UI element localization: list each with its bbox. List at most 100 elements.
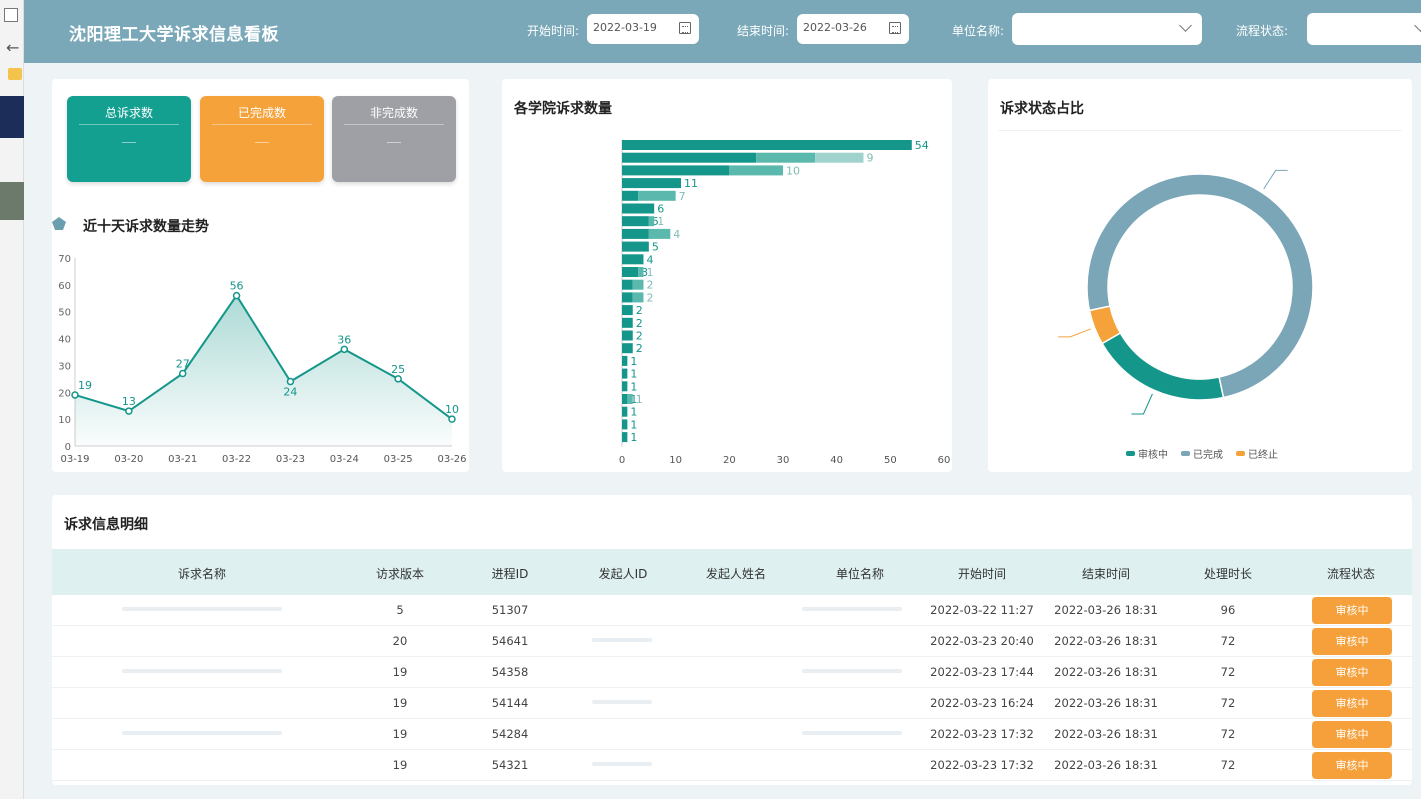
x-tick-label: 03-24 — [330, 454, 359, 465]
status-badge[interactable]: 审核中 — [1312, 690, 1392, 717]
bar-label: 6 — [657, 203, 664, 216]
end-time-cell: 2022-03-26 18:31 — [1054, 603, 1158, 617]
x-tick-label: 03-22 — [222, 454, 251, 465]
table-row[interactable]: 19 54321 2022-03-23 17:32 2022-03-26 18:31 7… — [52, 750, 1412, 781]
legend-swatch — [1236, 451, 1245, 456]
table-row[interactable]: 19 54144 2022-03-23 16:24 2022-03-26 18:31 7… — [52, 688, 1412, 719]
process-id-cell: 54358 — [491, 665, 529, 679]
version-cell: 20 — [392, 634, 408, 648]
y-tick-label: 40 — [58, 335, 71, 346]
bar-segment — [622, 381, 628, 392]
bar-segment — [622, 241, 649, 252]
y-tick-label: 70 — [58, 254, 71, 265]
chevron-down-icon — [1179, 19, 1192, 32]
leader-line — [1263, 169, 1288, 190]
bar-segment — [632, 279, 644, 290]
col-status[interactable]: 流程状态 — [1326, 567, 1376, 581]
dashboard-header: 沈阳理工大学诉求信息看板 开始时间: 2022-03-19 结束时间: 2022… — [24, 0, 1421, 63]
x-tick-label: 03-21 — [168, 454, 197, 465]
bar-segment — [622, 216, 649, 227]
bar-segment — [622, 432, 628, 443]
bar-label: 3 — [641, 266, 648, 279]
x-tick-label: 50 — [884, 455, 897, 466]
status-donut-panel — [988, 79, 1412, 472]
status-badge[interactable]: 审核中 — [1312, 659, 1392, 686]
status-select[interactable] — [1307, 13, 1421, 45]
college-bar-chart: 5425119201011376515454312222222211111111… — [619, 139, 951, 466]
bar-label: 7 — [679, 190, 686, 203]
bar-label: 2 — [636, 342, 643, 355]
x-tick-label: 40 — [830, 455, 843, 466]
bar-label: 1 — [646, 266, 653, 279]
back-arrow-icon[interactable]: ← — [6, 38, 20, 57]
status-badge[interactable]: 审核中 — [1312, 597, 1392, 624]
start-time-cell: 2022-03-22 11:27 — [930, 603, 1034, 617]
data-point — [340, 345, 349, 354]
duration-cell: 72 — [1220, 665, 1236, 679]
col-start-time[interactable]: 开始时间 — [957, 567, 1007, 581]
data-point — [125, 407, 133, 415]
bar-label: 1 — [630, 355, 637, 368]
status-badge[interactable]: 审核中 — [1312, 752, 1392, 779]
process-id-cell: 54284 — [491, 727, 529, 741]
calendar-icon[interactable] — [889, 22, 901, 34]
bar-segment — [648, 228, 671, 239]
calendar-icon[interactable] — [679, 22, 691, 34]
col-initiator-id[interactable]: 发起人ID — [598, 567, 648, 581]
trend-line — [74, 293, 453, 420]
end-time-cell: 2022-03-26 18:31 — [1054, 758, 1158, 772]
end-time-cell: 2022-03-26 18:31 — [1054, 696, 1158, 710]
bar-segment — [622, 355, 628, 366]
col-version[interactable]: 访求版本 — [375, 567, 425, 581]
end-time-cell: 2022-03-26 18:31 — [1054, 634, 1158, 648]
bar-label: 4 — [673, 228, 680, 241]
bar-segment — [622, 203, 655, 214]
completed-count-card[interactable]: 已完成数 — [200, 96, 324, 182]
completed-count-label: 已完成数 — [237, 106, 286, 120]
image-icon[interactable] — [4, 8, 18, 22]
process-id-cell: 54144 — [491, 696, 529, 710]
x-tick-label: 03-23 — [276, 454, 305, 465]
redacted-text — [122, 731, 282, 735]
unit-name-select[interactable] — [1012, 13, 1202, 45]
folder-icon[interactable] — [8, 68, 22, 80]
bar-segment — [622, 190, 639, 201]
redacted-text — [122, 607, 282, 611]
end-date-input[interactable]: 2022-03-26 — [797, 14, 909, 44]
legend-label: 已终止 — [1248, 448, 1278, 461]
bar-segment — [815, 152, 864, 163]
bar-label: 54 — [915, 139, 929, 152]
table-row[interactable]: 20 54641 2022-03-23 20:40 2022-03-26 18:31 7… — [52, 626, 1412, 657]
bar-segment — [622, 279, 633, 290]
col-unit-name[interactable]: 单位名称 — [835, 567, 885, 581]
version-cell: 19 — [392, 758, 408, 772]
data-point — [71, 391, 79, 399]
status-badge[interactable]: 审核中 — [1312, 721, 1392, 748]
table-row[interactable]: 5 51307 2022-03-22 11:27 2022-03-26 18:31 96… — [52, 595, 1412, 626]
col-process-id[interactable]: 进程ID — [491, 567, 529, 581]
incomplete-count-card[interactable]: 非完成数 — [332, 96, 456, 182]
bar-label: 1 — [630, 431, 637, 444]
end-time-cell: 2022-03-26 18:31 — [1054, 665, 1158, 679]
bar-label: 1 — [657, 215, 664, 228]
bar-segment — [622, 254, 644, 265]
col-initiator-name[interactable]: 发起人姓名 — [705, 567, 767, 581]
data-point — [394, 375, 402, 383]
start-date-input[interactable]: 2022-03-19 — [587, 14, 699, 44]
data-label: 36 — [337, 333, 351, 346]
college-bar-title: 各学院诉求数量 — [514, 101, 612, 117]
x-tick-label: 10 — [669, 455, 682, 466]
total-count-card[interactable]: 总诉求数 — [67, 96, 191, 182]
col-name[interactable]: 诉求名称 — [177, 567, 227, 581]
bar-segment — [622, 330, 633, 341]
table-row[interactable]: 19 54284 2022-03-23 17:32 2022-03-26 18:31 7… — [52, 719, 1412, 750]
table-row[interactable]: 19 54358 2022-03-23 17:44 2022-03-26 18:31 7… — [52, 657, 1412, 688]
start-time-cell: 2022-03-23 20:40 — [930, 634, 1034, 648]
bar-label: 2 — [646, 279, 653, 292]
status-badge[interactable]: 审核中 — [1312, 628, 1392, 655]
col-duration[interactable]: 处理时长 — [1203, 567, 1253, 581]
bar-segment — [622, 228, 649, 239]
x-tick-label: 03-19 — [60, 454, 89, 465]
status-label: 流程状态: — [1236, 24, 1289, 38]
col-end-time[interactable]: 结束时间 — [1081, 567, 1131, 581]
